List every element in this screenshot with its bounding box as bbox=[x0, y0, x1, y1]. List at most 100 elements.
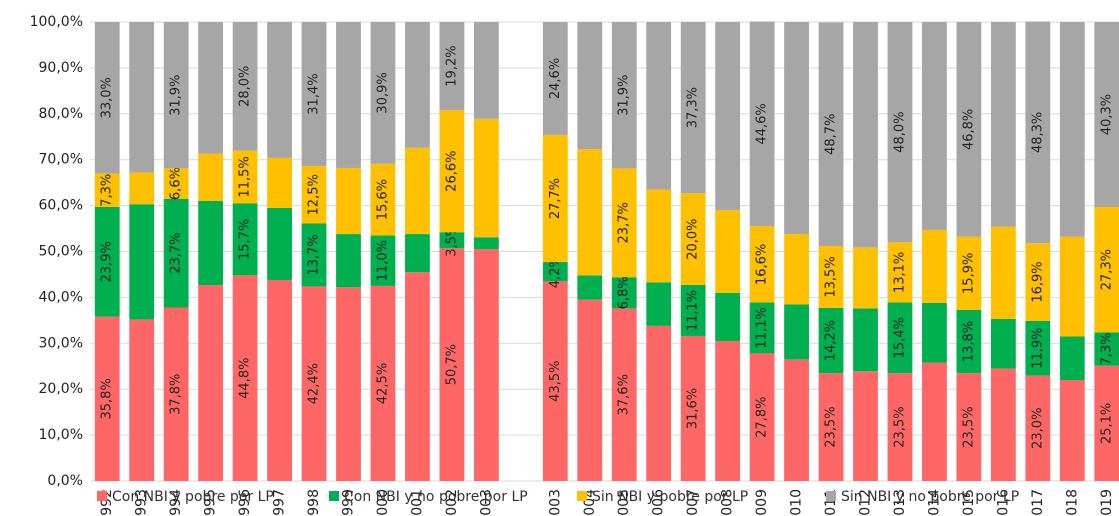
x-tick-label: 2016 bbox=[995, 489, 1011, 516]
bar-segment bbox=[542, 134, 568, 263]
x-tick-label: 1993 bbox=[134, 489, 150, 516]
data-label: 24,6% bbox=[548, 58, 563, 99]
data-label: 16,6% bbox=[755, 244, 770, 285]
data-label: 31,4% bbox=[307, 73, 322, 114]
legend-label: Sin NBI y no pobre por LP bbox=[841, 489, 1019, 505]
bar-segment bbox=[577, 299, 603, 481]
data-label: 11,5% bbox=[238, 156, 253, 197]
bar-segment bbox=[853, 371, 878, 481]
x-tick-label: 2000 bbox=[375, 489, 391, 516]
data-label: 23,0% bbox=[1030, 408, 1045, 449]
bar-segment bbox=[129, 172, 155, 205]
bar-segment bbox=[198, 153, 224, 202]
bar-segment bbox=[715, 292, 741, 342]
bar-segment bbox=[577, 275, 603, 300]
bar-segment bbox=[267, 207, 292, 280]
data-label: 11,1% bbox=[686, 290, 701, 331]
bar-segment bbox=[853, 247, 878, 309]
y-tick-label: 100,0% bbox=[30, 14, 83, 30]
data-label: 27,3% bbox=[1099, 249, 1114, 290]
data-label: 48,7% bbox=[824, 114, 839, 155]
data-label: 46,8% bbox=[961, 109, 976, 150]
data-label: 42,4% bbox=[307, 363, 322, 404]
bar-segment bbox=[94, 206, 120, 317]
bar-segment bbox=[715, 210, 741, 293]
bar-segment bbox=[336, 287, 361, 481]
bar-segment bbox=[680, 22, 706, 194]
data-label: 31,9% bbox=[617, 75, 632, 116]
bar-segment bbox=[198, 201, 224, 286]
bar-segment bbox=[163, 22, 189, 169]
bar-segment bbox=[542, 281, 568, 481]
data-label: 6,6% bbox=[169, 167, 184, 200]
bar-segment bbox=[922, 302, 947, 363]
y-tick-label: 10,0% bbox=[39, 427, 83, 443]
bar-segment bbox=[439, 248, 465, 481]
bar-segment bbox=[163, 168, 189, 199]
legend-swatch bbox=[97, 491, 107, 501]
bar-segment bbox=[611, 277, 637, 309]
y-tick-label: 70,0% bbox=[39, 152, 83, 168]
data-label: 7,3% bbox=[100, 174, 115, 207]
bar-segment bbox=[301, 223, 327, 287]
data-label: 43,5% bbox=[548, 361, 563, 402]
bar-segment bbox=[646, 325, 672, 481]
data-label: 16,9% bbox=[1030, 261, 1045, 302]
data-label: 48,3% bbox=[1030, 112, 1045, 153]
bar-segment bbox=[1094, 22, 1119, 207]
x-tick-label: 2006 bbox=[651, 489, 667, 516]
data-label: 15,9% bbox=[961, 253, 976, 294]
bar-segment bbox=[887, 242, 913, 303]
y-tick-label: 30,0% bbox=[39, 335, 83, 351]
data-label: 15,4% bbox=[892, 317, 907, 358]
bar-segment bbox=[784, 304, 809, 360]
bar-segment bbox=[646, 189, 672, 283]
data-label: 23,9% bbox=[100, 241, 115, 282]
y-tick-label: 60,0% bbox=[39, 198, 83, 214]
bar-segment bbox=[818, 373, 844, 481]
data-label: 40,3% bbox=[1099, 94, 1114, 135]
x-tick-label: 2018 bbox=[1064, 489, 1080, 516]
bar-segment bbox=[129, 22, 155, 173]
bar-segment bbox=[198, 285, 224, 481]
x-tick-label: 2003 bbox=[547, 489, 563, 516]
bar-segment bbox=[336, 22, 361, 168]
bar-segment bbox=[853, 308, 878, 372]
bar-segment bbox=[163, 198, 189, 308]
y-tick-label: 80,0% bbox=[39, 106, 83, 122]
bar-segment bbox=[749, 302, 775, 354]
bar-segment bbox=[749, 353, 775, 481]
bar-segment bbox=[611, 22, 637, 169]
bar-segment bbox=[922, 362, 947, 481]
x-tick-label: 2012 bbox=[858, 489, 874, 516]
bar-segment bbox=[301, 22, 327, 167]
bar-segment bbox=[577, 22, 603, 150]
bar-segment bbox=[990, 318, 1016, 369]
bar-segment bbox=[749, 226, 775, 303]
x-tick-label: 2007 bbox=[685, 489, 701, 516]
data-label: 23,7% bbox=[169, 232, 184, 273]
x-tick-label: 2005 bbox=[616, 489, 632, 516]
bar-segment bbox=[439, 22, 465, 111]
legend-swatch bbox=[329, 491, 339, 501]
bar-segment bbox=[439, 110, 465, 233]
x-tick-label: 2015 bbox=[961, 489, 977, 516]
x-tick-label: 2019 bbox=[1099, 489, 1115, 516]
bar-segment bbox=[1059, 22, 1085, 237]
data-label: 11,0% bbox=[375, 240, 390, 281]
bar-segment bbox=[94, 316, 120, 481]
bar-segment bbox=[232, 203, 258, 276]
legend-swatch bbox=[826, 491, 836, 501]
x-tick-label: 2017 bbox=[1030, 489, 1046, 516]
bar-segment bbox=[405, 234, 430, 273]
data-label: 13,1% bbox=[892, 252, 907, 293]
data-label: 37,6% bbox=[617, 374, 632, 415]
bar-segment bbox=[715, 22, 741, 211]
bar-segment bbox=[818, 307, 844, 374]
bar-segment bbox=[267, 279, 292, 481]
bar-segment bbox=[1059, 380, 1085, 481]
data-label: 13,5% bbox=[824, 256, 839, 297]
bar-segment bbox=[405, 22, 430, 148]
data-label: 19,2% bbox=[444, 45, 459, 86]
bar-segment bbox=[990, 22, 1016, 227]
